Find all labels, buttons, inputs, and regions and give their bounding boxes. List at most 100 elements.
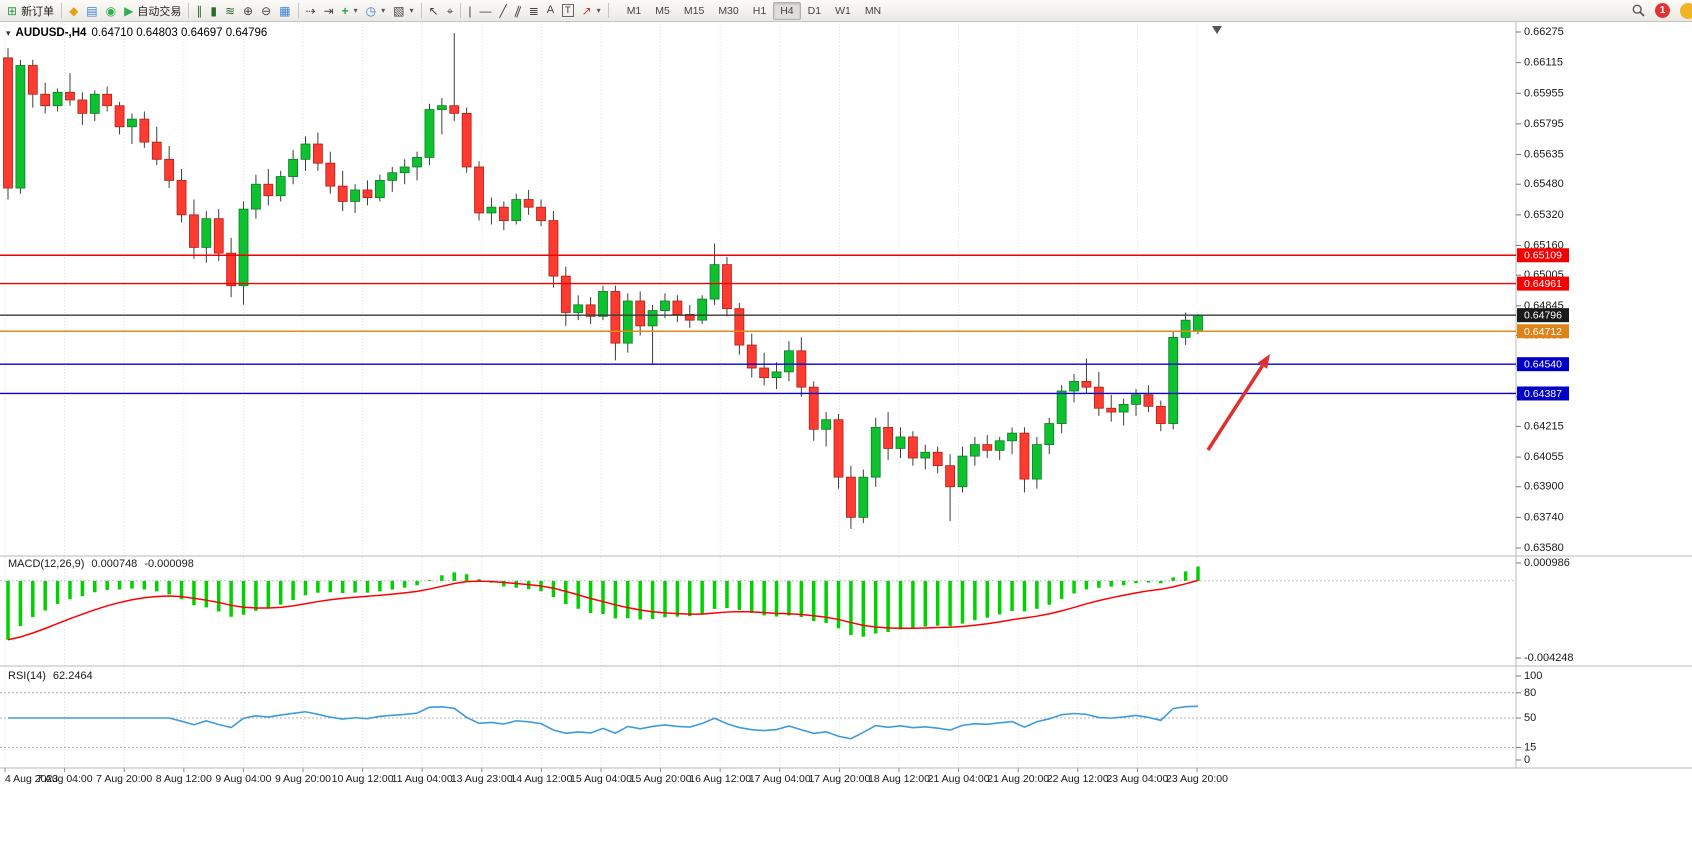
candle-body [114,105,125,128]
auto-scroll-icon: ⇢ [305,3,316,18]
text-icon: A [546,4,555,16]
main-chart-area[interactable] [0,22,1516,556]
search-icon[interactable] [1632,4,1645,17]
candle-body [1093,386,1104,409]
arrows-button[interactable]: ↗ ▾ [578,1,605,21]
fibonacci-button[interactable]: ≣ [525,1,543,21]
templates-icon: ▧ [393,3,405,18]
candle-body [312,143,323,164]
zoom-in-icon: ⊕ [243,3,254,18]
candle-body [300,143,311,160]
periods-dropdown-icon[interactable]: ▾ [381,6,386,15]
candle-body [213,218,224,254]
rsi-value: 62.2464 [52,670,93,682]
vertical-line-button[interactable]: | [464,1,475,21]
zoom-in-button[interactable]: ⊕ [239,1,257,21]
time-label: 13 Aug 23:00 [451,773,513,785]
rsi-label-row: RSI(14) 62.2464 [8,670,93,682]
cursor-button[interactable]: ↖ [425,1,443,21]
templates-button[interactable]: ▧ ▾ [389,1,417,21]
trendline-button[interactable]: ╱ [495,1,510,21]
bar-chart-button[interactable]: ∥ [192,1,206,21]
candle-body [511,199,522,221]
market-watch-button[interactable]: ▤ [82,1,101,21]
timeframe-d1-button[interactable]: D1 [807,4,822,17]
timeframe-m1-button[interactable]: M1 [626,4,642,17]
candle-body [77,99,88,114]
tile-windows-button[interactable]: ▦ [275,1,294,21]
time-label: 4 Aug 2023 [5,773,58,785]
price-box [1517,386,1569,401]
macd-value-main: 0.000748 [91,558,138,570]
new-order-button[interactable]: ⊞ 新订单 [3,1,58,21]
timeframe-m15-button[interactable]: M15 [683,4,705,17]
timeframe-h4-button[interactable]: H4 [773,1,801,20]
candle-body [498,206,509,221]
toolbar-separator [297,3,299,18]
autotrading-button[interactable]: ▶ 自动交易 [120,1,185,21]
candle-body [771,371,782,378]
chart-canvas: 4 Aug 20237 Aug 04:007 Aug 20:00 8 Aug 12… [0,22,1692,808]
candle-body [697,298,708,321]
price-scale[interactable] [1516,22,1692,768]
timeframe-m30-button[interactable]: M30 [718,4,739,17]
periods-button[interactable]: ◷ ▾ [362,1,390,21]
timeframe-w1-button[interactable]: W1 [835,4,851,17]
candle-body [1044,423,1055,446]
price-box [1517,248,1569,263]
candle-body [40,93,51,107]
candle-body [585,304,596,317]
candle-body [15,65,26,189]
candle-body [474,166,484,214]
zoom-out-button[interactable]: ⊖ [257,1,275,21]
candle-body [436,105,447,110]
collapse-arrow-icon[interactable]: ▾ [6,27,11,38]
rsi-scale-label: 80 [1524,687,1536,699]
candle-body [560,275,571,313]
templates-dropdown-icon[interactable]: ▾ [409,6,414,15]
metaeditor-button[interactable]: ◆ [65,1,82,21]
line-chart-button[interactable]: ≋ [221,1,239,21]
price-box-label: 0.64796 [1524,310,1562,322]
annotation-arrow-shaft[interactable] [1206,364,1264,451]
horizontal-line-button[interactable]: — [475,1,495,21]
time-label: 16 Aug 12:00 [689,773,751,785]
annotation-arrow-head[interactable] [1257,354,1270,369]
indicators-dropdown-icon[interactable]: ▾ [353,6,358,15]
new-order-icon: ⊞ [7,3,18,18]
help-icon[interactable] [1680,2,1692,19]
auto-scroll-button[interactable]: ⇢ [302,1,320,21]
timeframe-mn-button[interactable]: MN [864,4,882,17]
arrows-dropdown-icon[interactable]: ▾ [596,6,601,15]
toolbar: ⊞ 新订单 ◆ ▤ ◉ ▶ 自动交易 ∥ ▮ ≋ ⊕ ⊖ ▦ ⇢ ⇥ + ▾ ◷… [0,0,1692,22]
text-label-button[interactable]: T [558,1,578,21]
candle-body [1081,381,1092,388]
timeframe-h1-button[interactable]: H1 [752,4,767,17]
time-axis[interactable] [0,768,1692,808]
candlestick-chart-button[interactable]: ▮ [206,1,221,21]
indicators-button[interactable]: + ▾ [338,1,362,21]
price-tick-label: 0.66275 [1524,26,1564,38]
macd-panel[interactable] [0,556,1516,666]
macd-scale-bottom: -0.004248 [1524,652,1574,664]
candle-body [263,183,274,197]
crosshair-button[interactable]: ⌖ [443,1,458,21]
chart-shift-button[interactable]: ⇥ [320,1,338,21]
timeframe-m5-button[interactable]: M5 [655,4,670,17]
autotrading-label: 自动交易 [137,5,182,18]
candle-body [1155,405,1166,424]
candle-body [164,158,175,181]
candle-body [883,426,894,449]
horizontal-line-icon: — [479,3,492,18]
candle-body [660,300,670,311]
notification-badge[interactable]: 1 [1655,3,1670,18]
chart-shift-marker-icon[interactable] [1212,26,1222,34]
text-button[interactable]: A [543,1,558,21]
time-label: 17 Aug 20:00 [808,773,870,785]
rsi-panel[interactable] [0,666,1516,768]
time-label: 14 Aug 12:00 [510,773,572,785]
channel-button[interactable]: ∥ [511,1,525,21]
data-window-button[interactable]: ◉ [102,1,120,21]
chart-window[interactable]: 4 Aug 20237 Aug 04:007 Aug 20:00 8 Aug 12… [0,22,1692,852]
candle-body [226,252,237,287]
